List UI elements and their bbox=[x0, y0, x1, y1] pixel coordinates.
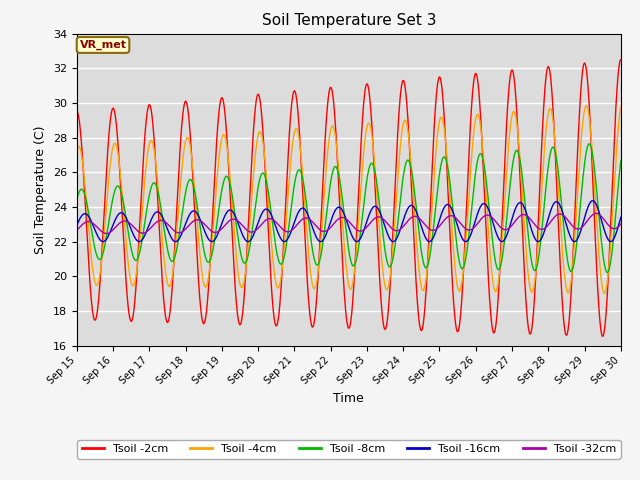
Tsoil -2cm bbox=[504, 96, 512, 102]
Line: Tsoil -32cm: Tsoil -32cm bbox=[77, 214, 621, 233]
Tsoil -8cm bbox=[73, 197, 81, 203]
Tsoil -32cm bbox=[181, 227, 189, 233]
Tsoil -4cm bbox=[73, 146, 81, 152]
Tsoil -32cm bbox=[593, 211, 600, 216]
Line: Tsoil -16cm: Tsoil -16cm bbox=[77, 201, 621, 241]
Tsoil -8cm bbox=[585, 141, 593, 147]
Line: Tsoil -8cm: Tsoil -8cm bbox=[77, 144, 621, 273]
Tsoil -2cm bbox=[599, 334, 607, 339]
Tsoil -4cm bbox=[617, 104, 625, 110]
Tsoil -8cm bbox=[617, 158, 625, 164]
Tsoil -4cm bbox=[194, 227, 202, 232]
Tsoil -16cm bbox=[617, 215, 625, 220]
Tsoil -16cm bbox=[73, 223, 81, 228]
Tsoil -4cm bbox=[504, 148, 512, 154]
Title: Soil Temperature Set 3: Soil Temperature Set 3 bbox=[262, 13, 436, 28]
Tsoil -16cm bbox=[180, 224, 188, 229]
Tsoil -8cm bbox=[604, 270, 611, 276]
Tsoil -2cm bbox=[552, 170, 560, 176]
Tsoil -4cm bbox=[433, 136, 441, 142]
Y-axis label: Soil Temperature (C): Soil Temperature (C) bbox=[35, 125, 47, 254]
Tsoil -2cm bbox=[180, 100, 188, 106]
Line: Tsoil -2cm: Tsoil -2cm bbox=[77, 60, 621, 336]
Tsoil -16cm bbox=[255, 218, 262, 224]
Legend: Tsoil -2cm, Tsoil -4cm, Tsoil -8cm, Tsoil -16cm, Tsoil -32cm: Tsoil -2cm, Tsoil -4cm, Tsoil -8cm, Tsoi… bbox=[77, 440, 621, 458]
Tsoil -32cm bbox=[73, 228, 81, 233]
Tsoil -2cm bbox=[617, 57, 625, 62]
Tsoil -2cm bbox=[73, 109, 81, 115]
Line: Tsoil -4cm: Tsoil -4cm bbox=[77, 106, 621, 293]
Tsoil -4cm bbox=[582, 103, 590, 108]
Tsoil -8cm bbox=[504, 202, 512, 207]
Tsoil -32cm bbox=[195, 217, 202, 223]
Tsoil -16cm bbox=[505, 228, 513, 233]
Tsoil -4cm bbox=[552, 153, 560, 158]
Tsoil -16cm bbox=[280, 239, 288, 244]
Text: VR_met: VR_met bbox=[79, 40, 127, 50]
Tsoil -32cm bbox=[553, 212, 561, 218]
Tsoil -2cm bbox=[255, 92, 262, 97]
X-axis label: Time: Time bbox=[333, 392, 364, 405]
Tsoil -32cm bbox=[505, 226, 513, 231]
Tsoil -16cm bbox=[194, 212, 202, 217]
Tsoil -32cm bbox=[617, 221, 625, 227]
Tsoil -16cm bbox=[589, 198, 596, 204]
Tsoil -4cm bbox=[601, 290, 609, 296]
Tsoil -32cm bbox=[102, 230, 110, 236]
Tsoil -4cm bbox=[255, 131, 262, 136]
Tsoil -8cm bbox=[433, 191, 441, 196]
Tsoil -8cm bbox=[552, 154, 560, 159]
Tsoil -16cm bbox=[434, 224, 442, 229]
Tsoil -32cm bbox=[255, 224, 263, 230]
Tsoil -2cm bbox=[433, 85, 441, 91]
Tsoil -8cm bbox=[255, 181, 262, 187]
Tsoil -2cm bbox=[194, 266, 202, 272]
Tsoil -4cm bbox=[180, 144, 188, 149]
Tsoil -8cm bbox=[180, 195, 188, 201]
Tsoil -32cm bbox=[434, 225, 442, 231]
Tsoil -8cm bbox=[194, 207, 202, 213]
Tsoil -16cm bbox=[553, 199, 561, 204]
